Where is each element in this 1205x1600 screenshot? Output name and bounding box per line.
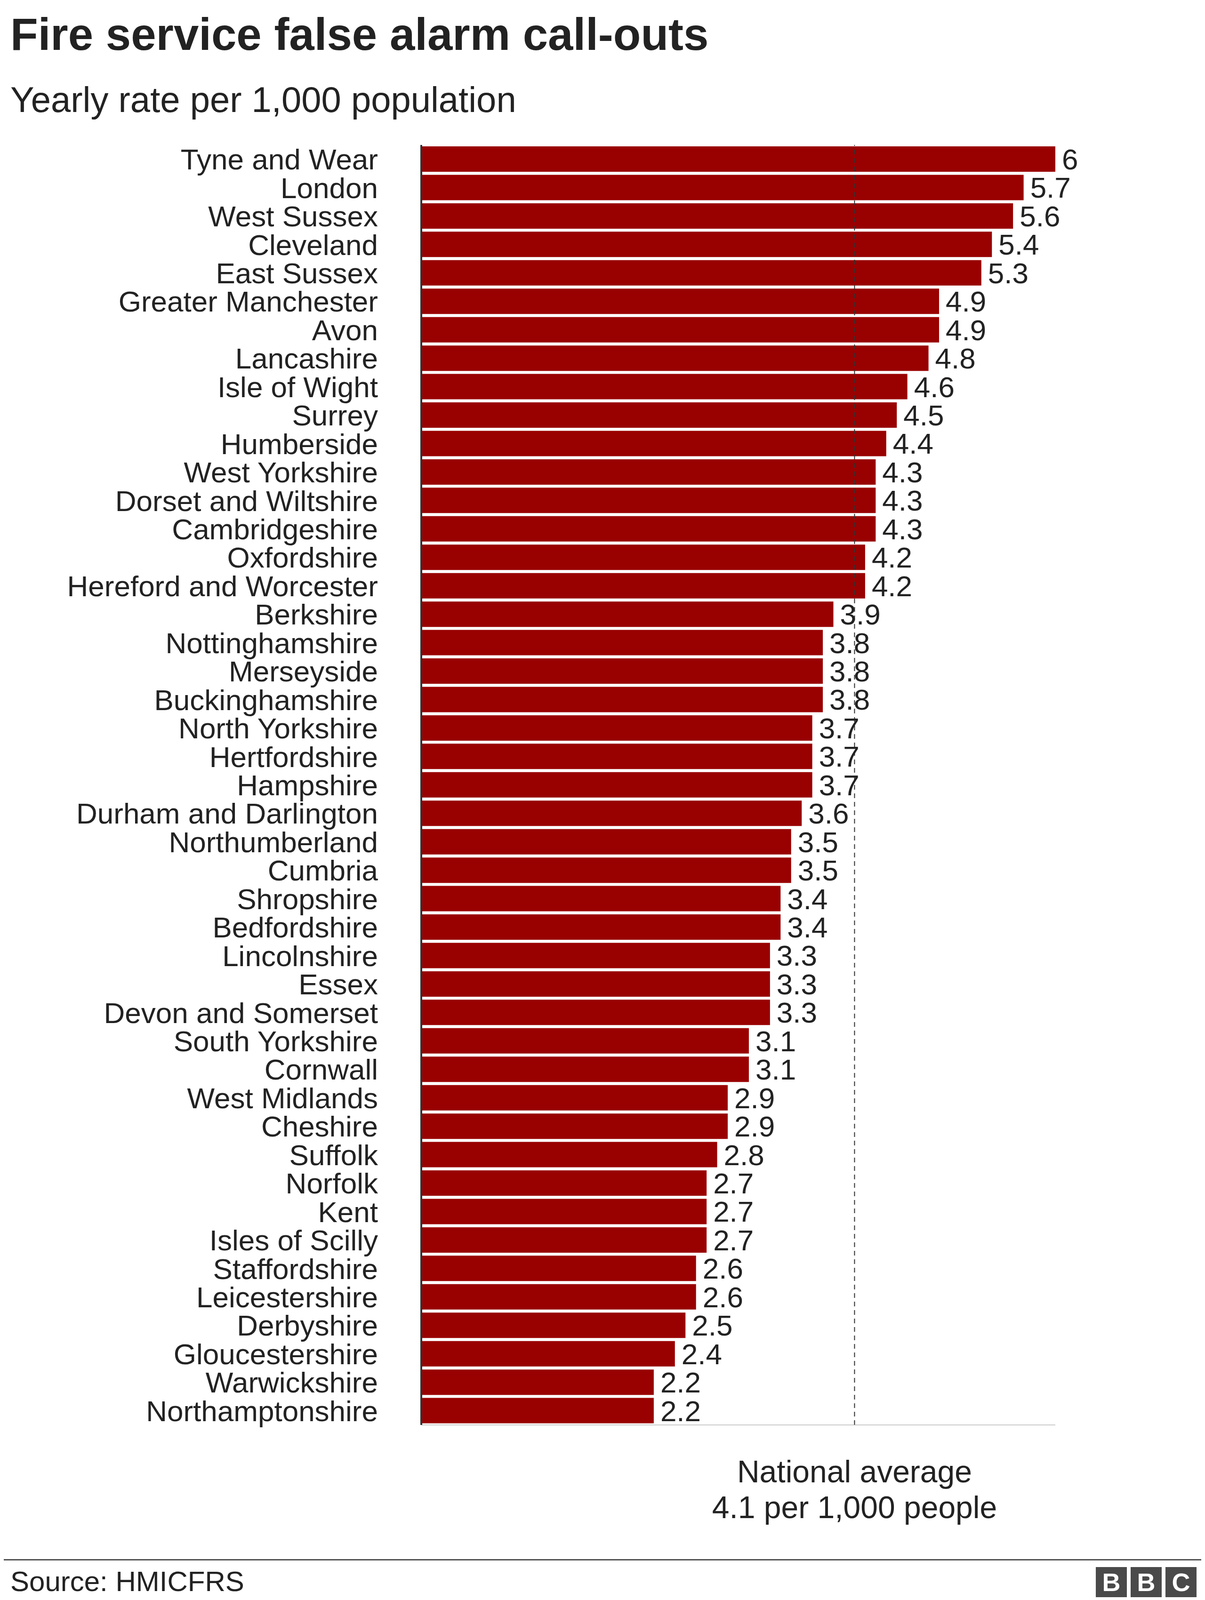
svg-text:3.1: 3.1 — [755, 1025, 796, 1058]
svg-text:Dorset and Wiltshire: Dorset and Wiltshire — [115, 484, 378, 518]
svg-text:5.6: 5.6 — [1019, 200, 1061, 233]
svg-text:Durham and Darlington: Durham and Darlington — [76, 797, 378, 830]
svg-text:4.5: 4.5 — [903, 399, 944, 432]
html-text:C: C — [1171, 1568, 1191, 1597]
svg-text:2.8: 2.8 — [723, 1139, 765, 1172]
svg-text:Staffordshire: Staffordshire — [213, 1253, 378, 1286]
svg-text:4.2: 4.2 — [871, 541, 913, 574]
svg-text:4.3: 4.3 — [882, 484, 923, 517]
svg-text:2.9: 2.9 — [734, 1110, 775, 1143]
svg-text:Shropshire: Shropshire — [236, 883, 378, 916]
svg-text:3.8: 3.8 — [829, 655, 870, 688]
html-text:Fire service false alarm call-: Fire service false alarm call-outs — [10, 8, 709, 60]
svg-text:London: London — [280, 171, 378, 205]
svg-text:4.3: 4.3 — [882, 456, 923, 489]
svg-text:4.2: 4.2 — [871, 570, 913, 603]
svg-text:South Yorkshire: South Yorkshire — [173, 1025, 378, 1058]
svg-text:3.8: 3.8 — [829, 626, 870, 660]
svg-text:3.3: 3.3 — [776, 968, 818, 1001]
svg-text:Northamptonshire: Northamptonshire — [145, 1395, 378, 1428]
svg-text:4.9: 4.9 — [945, 313, 987, 347]
svg-text:Isles of Scilly: Isles of Scilly — [209, 1224, 378, 1257]
svg-text:Northumberland: Northumberland — [168, 826, 378, 859]
svg-text:National average: National average — [737, 1454, 973, 1490]
svg-text:3.4: 3.4 — [787, 883, 828, 916]
svg-text:West Midlands: West Midlands — [187, 1082, 378, 1115]
svg-text:3.8: 3.8 — [829, 683, 870, 716]
svg-text:Surrey: Surrey — [291, 399, 378, 432]
svg-text:3.3: 3.3 — [776, 939, 818, 973]
svg-text:Gloucestershire: Gloucestershire — [173, 1338, 378, 1371]
svg-text:Cornwall: Cornwall — [264, 1053, 378, 1086]
svg-text:2.7: 2.7 — [713, 1167, 754, 1200]
svg-text:3.5: 3.5 — [797, 854, 839, 887]
svg-text:3.7: 3.7 — [819, 740, 860, 773]
svg-text:Bedfordshire: Bedfordshire — [212, 911, 378, 944]
svg-text:Suffolk: Suffolk — [289, 1139, 379, 1172]
svg-text:Cumbria: Cumbria — [267, 854, 379, 887]
html-text:Source: HMICFRS: Source: HMICFRS — [10, 1566, 245, 1598]
svg-text:4.8: 4.8 — [935, 342, 976, 375]
svg-text:Devon and Somerset: Devon and Somerset — [104, 996, 378, 1030]
svg-text:Hertfordshire: Hertfordshire — [209, 740, 378, 774]
svg-text:Cambridgeshire: Cambridgeshire — [171, 513, 378, 546]
svg-text:3.3: 3.3 — [776, 996, 818, 1029]
svg-text:Tyne and Wear: Tyne and Wear — [180, 143, 378, 176]
svg-text:2.4: 2.4 — [681, 1338, 723, 1371]
svg-text:Isle of Wight: Isle of Wight — [217, 370, 378, 404]
svg-text:3.6: 3.6 — [808, 797, 849, 830]
svg-text:2.9: 2.9 — [734, 1082, 775, 1115]
svg-text:Hampshire: Hampshire — [236, 769, 378, 802]
svg-text:West Sussex: West Sussex — [208, 200, 378, 233]
svg-text:Hereford and Worcester: Hereford and Worcester — [67, 570, 378, 603]
html-text:B: B — [1102, 1568, 1121, 1597]
svg-text:Avon: Avon — [312, 313, 378, 347]
svg-text:3.7: 3.7 — [819, 769, 860, 802]
svg-text:3.5: 3.5 — [797, 826, 839, 859]
svg-text:Essex: Essex — [298, 968, 378, 1001]
svg-text:Lancashire: Lancashire — [235, 342, 378, 375]
svg-text:5.4: 5.4 — [998, 228, 1039, 261]
svg-text:4.6: 4.6 — [914, 370, 955, 404]
svg-text:Greater Manchester: Greater Manchester — [118, 285, 378, 318]
html-text:B: B — [1136, 1568, 1156, 1597]
svg-text:2.7: 2.7 — [713, 1195, 754, 1229]
svg-text:Berkshire: Berkshire — [254, 598, 378, 631]
svg-text:2.7: 2.7 — [713, 1224, 754, 1257]
svg-text:5.7: 5.7 — [1030, 171, 1071, 204]
svg-text:Merseyside: Merseyside — [228, 655, 378, 688]
svg-text:4.3: 4.3 — [882, 513, 923, 546]
svg-text:Buckinghamshire: Buckinghamshire — [153, 683, 378, 717]
html-text:Yearly rate per 1,000 populati: Yearly rate per 1,000 population — [10, 79, 517, 120]
svg-text:Kent: Kent — [317, 1196, 378, 1229]
svg-text:2.2: 2.2 — [660, 1366, 701, 1399]
svg-text:East Sussex: East Sussex — [215, 257, 378, 290]
svg-text:Humberside: Humberside — [220, 427, 378, 461]
svg-text:West Yorkshire: West Yorkshire — [184, 456, 378, 489]
svg-text:Oxfordshire: Oxfordshire — [227, 541, 378, 574]
svg-text:5.3: 5.3 — [988, 257, 1029, 290]
svg-text:2.5: 2.5 — [691, 1309, 733, 1342]
svg-text:6: 6 — [1061, 143, 1078, 176]
svg-text:4.9: 4.9 — [945, 285, 987, 318]
svg-text:North Yorkshire: North Yorkshire — [178, 712, 378, 745]
svg-text:Norfolk: Norfolk — [285, 1167, 379, 1200]
svg-text:Warwickshire: Warwickshire — [205, 1366, 378, 1399]
svg-text:Lincolnshire: Lincolnshire — [222, 939, 378, 973]
svg-text:Cleveland: Cleveland — [248, 228, 378, 262]
svg-text:Cheshire: Cheshire — [261, 1110, 378, 1143]
svg-text:Nottinghamshire: Nottinghamshire — [165, 626, 378, 660]
svg-text:2.2: 2.2 — [660, 1395, 701, 1428]
svg-text:Derbyshire: Derbyshire — [236, 1309, 378, 1342]
svg-text:4.1 per 1,000 people: 4.1 per 1,000 people — [712, 1490, 998, 1526]
svg-text:2.6: 2.6 — [702, 1252, 744, 1286]
svg-text:3.1: 3.1 — [755, 1053, 796, 1086]
svg-text:Leicestershire: Leicestershire — [196, 1281, 378, 1314]
svg-text:2.6: 2.6 — [702, 1281, 744, 1314]
svg-text:4.4: 4.4 — [892, 427, 934, 460]
svg-text:3.7: 3.7 — [819, 712, 860, 745]
svg-text:3.4: 3.4 — [787, 911, 828, 944]
svg-text:3.9: 3.9 — [840, 598, 881, 631]
